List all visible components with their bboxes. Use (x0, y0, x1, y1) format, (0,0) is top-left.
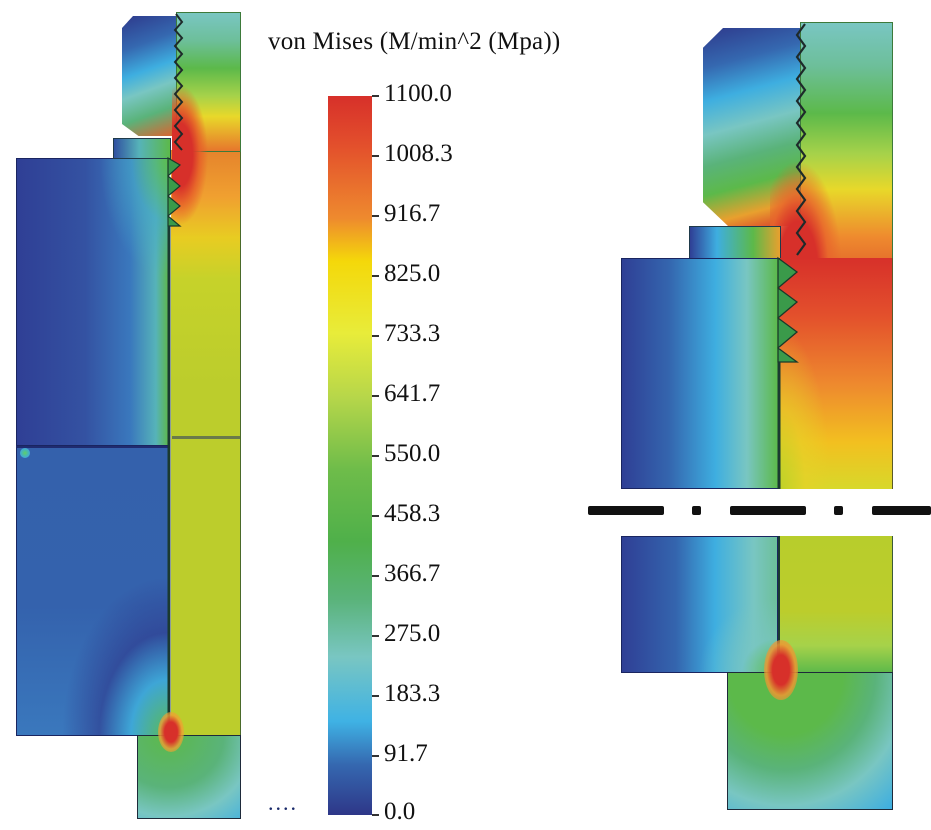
tick-label-10: 183.3 (384, 680, 441, 707)
tick-label-6: 550.0 (384, 440, 441, 467)
tick-label-8: 366.7 (384, 560, 441, 587)
tick-2 (372, 215, 379, 217)
left-step-block (113, 138, 171, 159)
legend-ellipsis: .... (268, 790, 298, 815)
tick-9 (372, 635, 379, 637)
left-pipe-joint-line (172, 436, 240, 439)
left-hotspot-small (20, 448, 30, 458)
tick-7 (372, 515, 379, 517)
tick-label-3: 825.0 (384, 260, 441, 287)
tick-label-4: 733.3 (384, 320, 441, 347)
tick-12 (372, 814, 379, 816)
tick-label-12: 0.0 (384, 798, 416, 825)
tick-label-2: 916.7 (384, 200, 441, 227)
left-lower-hotspot (158, 712, 184, 752)
left-fea-model (0, 0, 250, 830)
tick-label-1: 1008.3 (384, 140, 453, 167)
break-line-dot-1 (692, 506, 701, 515)
break-line-dash-3 (872, 506, 931, 515)
tick-10 (372, 695, 379, 697)
left-outer-pipe (171, 150, 241, 736)
left-thread-profile (167, 13, 184, 735)
legend-title: von Mises (M/min^2 (Mpa)) (268, 28, 561, 55)
tick-1 (372, 155, 379, 157)
tick-11 (372, 755, 379, 757)
colorbar (328, 96, 372, 815)
right-step-block (689, 226, 781, 259)
left-upper-coupling (122, 16, 177, 136)
tick-label-0: 1100.0 (384, 80, 452, 107)
left-inner-block-upper-shade (17, 159, 168, 445)
right-lower-block (727, 672, 893, 810)
left-thread-hot-zone (172, 85, 212, 225)
left-lower-block (137, 735, 241, 819)
break-line-dot-2 (834, 506, 843, 515)
right-outer-pipe-lower (780, 536, 893, 673)
right-inner-block-upper (621, 258, 779, 489)
tick-4 (372, 335, 379, 337)
tick-label-9: 275.0 (384, 620, 441, 647)
tick-3 (372, 275, 379, 277)
tick-5 (372, 395, 379, 397)
right-inner-block-lower-shade (622, 580, 777, 672)
tick-8 (372, 575, 379, 577)
break-line-dash-1 (588, 506, 664, 515)
right-outer-pipe-upper-shade (780, 258, 893, 489)
right-lower-hotspot (764, 640, 798, 700)
tick-label-11: 91.7 (384, 740, 428, 767)
tick-6 (372, 455, 379, 457)
tick-label-7: 458.3 (384, 500, 441, 527)
left-inner-block-lower-shade (17, 560, 168, 735)
tick-label-5: 641.7 (384, 380, 441, 407)
break-line-dash-2 (730, 506, 806, 515)
tick-0 (372, 95, 379, 97)
